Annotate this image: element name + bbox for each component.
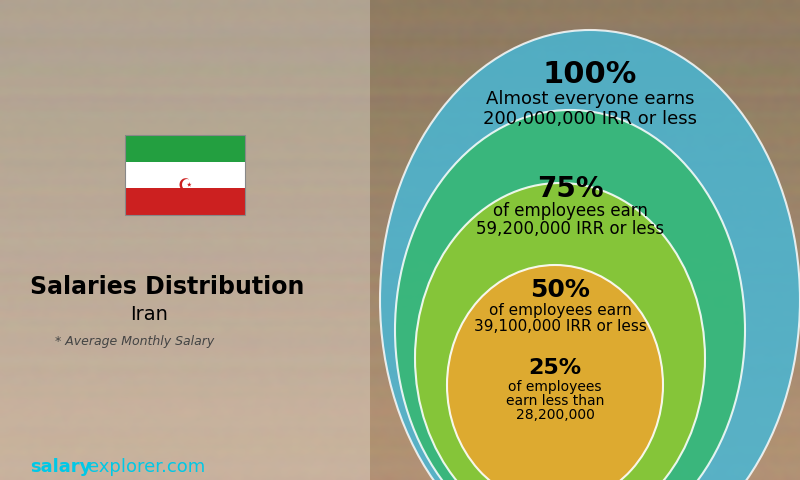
Text: 50%: 50% xyxy=(530,278,590,302)
Text: earn less than: earn less than xyxy=(506,394,604,408)
Text: * Average Monthly Salary: * Average Monthly Salary xyxy=(55,335,214,348)
Text: 75%: 75% xyxy=(537,175,603,203)
Text: 25%: 25% xyxy=(529,358,582,378)
Ellipse shape xyxy=(380,30,800,480)
Ellipse shape xyxy=(447,265,663,480)
Text: salary: salary xyxy=(30,458,91,476)
Bar xyxy=(125,188,245,215)
Text: of employees earn: of employees earn xyxy=(489,303,631,318)
Text: 28,200,000: 28,200,000 xyxy=(515,408,594,422)
Bar xyxy=(125,135,245,162)
Bar xyxy=(125,135,245,215)
Text: ☪: ☪ xyxy=(178,177,193,195)
Text: 59,200,000 IRR or less: 59,200,000 IRR or less xyxy=(476,220,664,238)
Text: 200,000,000 IRR or less: 200,000,000 IRR or less xyxy=(483,110,697,128)
FancyBboxPatch shape xyxy=(0,0,370,480)
Text: 100%: 100% xyxy=(543,60,637,89)
Text: of employees: of employees xyxy=(508,380,602,394)
Text: 39,100,000 IRR or less: 39,100,000 IRR or less xyxy=(474,319,646,334)
Bar xyxy=(125,162,245,188)
Ellipse shape xyxy=(415,183,705,480)
Text: explorer.com: explorer.com xyxy=(88,458,206,476)
Ellipse shape xyxy=(395,110,745,480)
Text: Iran: Iran xyxy=(130,305,168,324)
Text: of employees earn: of employees earn xyxy=(493,202,647,220)
Text: Salaries Distribution: Salaries Distribution xyxy=(30,275,304,299)
Text: Almost everyone earns: Almost everyone earns xyxy=(486,90,694,108)
